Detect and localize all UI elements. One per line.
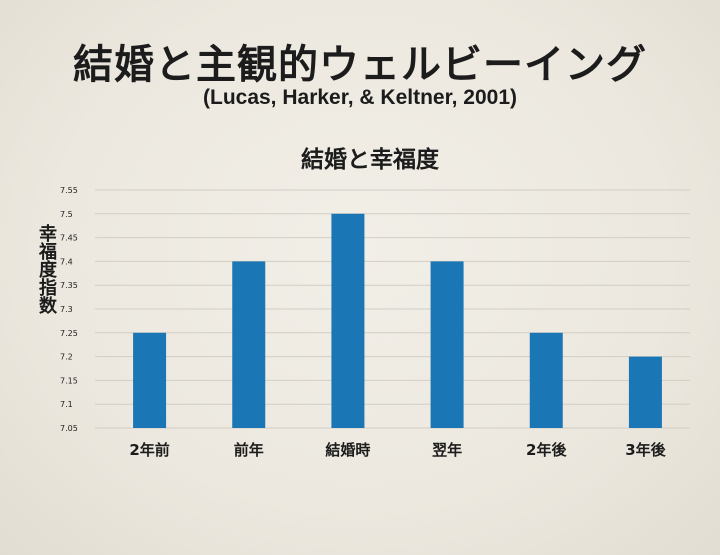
y-tick-label: 7.15 [60, 376, 78, 385]
y-tick-label: 7.45 [60, 234, 78, 243]
y-tick-label: 7.25 [60, 329, 78, 338]
x-tick-label: 翌年 [432, 441, 462, 459]
x-tick-label: 2年前 [129, 441, 169, 459]
slide-citation: (Lucas, Harker, & Keltner, 2001) [203, 86, 517, 109]
bar [430, 261, 464, 428]
y-tick-label: 7.05 [60, 424, 78, 433]
y-tick-label: 7.5 [60, 210, 73, 219]
y-tick-label: 7.4 [60, 257, 73, 266]
x-tick-label: 3年後 [625, 441, 666, 459]
bar [331, 213, 365, 428]
y-tick-label: 7.1 [60, 400, 73, 409]
y-tick-label: 7.3 [60, 305, 73, 314]
y-axis-label: 幸福度指数 [36, 224, 57, 314]
slide-title: 結婚と主観的ウェルビーイング [73, 42, 647, 88]
x-tick-label: 前年 [234, 441, 264, 459]
y-tick-label: 7.35 [60, 281, 78, 290]
y-tick-label: 7.2 [60, 353, 73, 362]
bar [232, 261, 266, 428]
y-tick-label: 7.55 [60, 186, 78, 195]
bar [628, 356, 662, 428]
x-tick-label: 2年後 [526, 441, 567, 459]
x-tick-label: 結婚時 [325, 441, 370, 459]
chart-title: 結婚と幸福度 [301, 147, 439, 173]
bar [133, 332, 167, 428]
bar [529, 332, 563, 428]
